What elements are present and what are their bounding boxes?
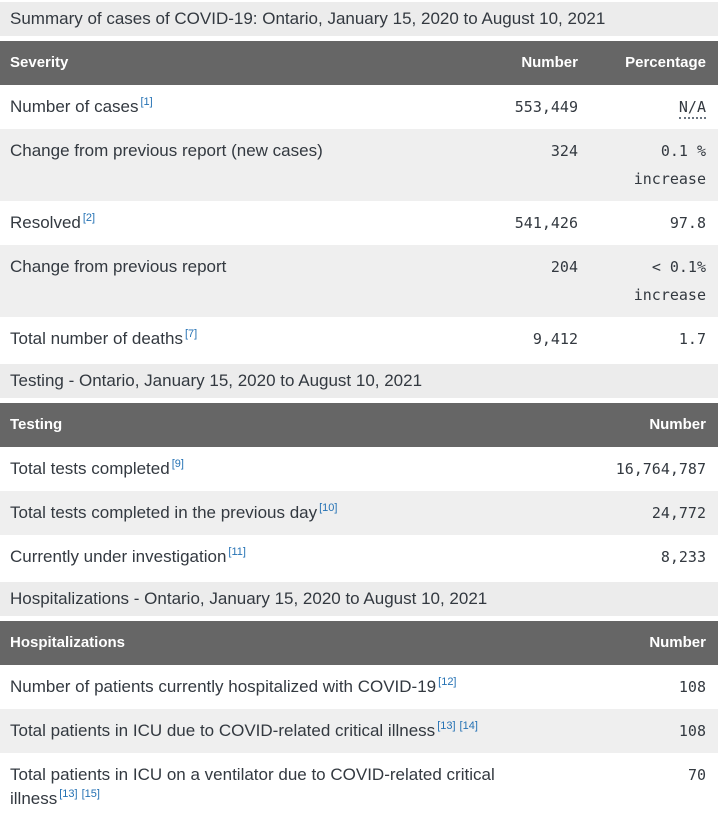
footnote-ref: [9] bbox=[172, 458, 184, 470]
column-header-number: Number bbox=[568, 621, 718, 665]
header-row: Testing Number bbox=[0, 403, 718, 447]
hospitalizations-label-cell: Total patients in ICU on a ventilator du… bbox=[0, 753, 568, 821]
percentage-note: increase bbox=[633, 286, 706, 304]
row-label: Number of cases bbox=[10, 97, 139, 116]
number-cell: 16,764,787 bbox=[615, 460, 706, 478]
table-row: Currently under investigation [11] 8,233 bbox=[0, 535, 718, 579]
severity-label-cell: Resolved [2] bbox=[0, 201, 458, 245]
footnote-ref-link[interactable]: [1] bbox=[140, 96, 153, 109]
table-row: Change from previous report 204 < 0.1% i… bbox=[0, 245, 718, 317]
footnote-ref-link[interactable]: [2] bbox=[82, 212, 96, 225]
column-header-percentage: Percentage bbox=[580, 41, 718, 85]
row-label: Change from previous report (new cases) bbox=[10, 141, 323, 160]
testing-label-cell: Total tests completed [9] bbox=[0, 447, 568, 491]
footnote-ref-link[interactable]: [12] bbox=[438, 676, 457, 689]
row-label: Currently under investigation bbox=[10, 547, 227, 566]
testing-label-cell: Total tests completed in the previous da… bbox=[0, 491, 568, 535]
table-row: Resolved [2] 541,426 97.8 bbox=[0, 201, 718, 245]
severity-label-cell: Change from previous report bbox=[0, 245, 458, 317]
column-header-testing: Testing bbox=[0, 403, 568, 447]
number-cell: 70 bbox=[687, 766, 706, 784]
table-row: Number of cases [1] 553,449 N/A bbox=[0, 85, 718, 129]
footnote-ref-link[interactable]: [7] bbox=[184, 328, 198, 341]
table-row: Total tests completed [9] 16,764,787 bbox=[0, 447, 718, 491]
table-row: Number of patients currently hospitalize… bbox=[0, 665, 718, 709]
column-header-number: Number bbox=[568, 403, 718, 447]
na-abbreviation: N/A bbox=[678, 98, 706, 119]
table-row: Total patients in ICU due to COVID-relat… bbox=[0, 709, 718, 753]
column-header-hospitalizations: Hospitalizations bbox=[0, 621, 568, 665]
footnote-ref: [10] bbox=[319, 502, 337, 514]
number-cell: 204 bbox=[550, 258, 578, 276]
number-cell: 108 bbox=[678, 678, 706, 696]
footnote-ref: [11] bbox=[228, 546, 246, 558]
row-label: Total tests completed in the previous da… bbox=[10, 503, 318, 522]
footnote-ref-link[interactable]: [11] bbox=[228, 546, 246, 559]
footnote-ref: [15] bbox=[82, 788, 100, 800]
percentage-value: 0.1 % bbox=[660, 142, 706, 160]
table-row: Total patients in ICU on a ventilator du… bbox=[0, 753, 718, 821]
row-label: Change from previous report bbox=[10, 257, 227, 276]
table-row: Change from previous report (new cases) … bbox=[0, 129, 718, 201]
footnote-ref-link[interactable]: [13] bbox=[437, 720, 456, 733]
row-label: Total number of deaths bbox=[10, 329, 183, 348]
severity-label-cell: Number of cases [1] bbox=[0, 85, 458, 129]
row-label: Number of patients currently hospitalize… bbox=[10, 677, 437, 696]
summary-severity-table: Severity Number Percentage Number of cas… bbox=[0, 41, 718, 361]
footnote-ref-link[interactable]: [15] bbox=[81, 788, 100, 801]
table-row: Total number of deaths [7] 9,412 1.7 bbox=[0, 317, 718, 361]
column-header-number: Number bbox=[458, 41, 580, 85]
hospitalizations-label-cell: Number of patients currently hospitalize… bbox=[0, 665, 568, 709]
number-cell: 541,426 bbox=[514, 214, 578, 232]
number-cell: 9,412 bbox=[532, 330, 578, 348]
row-label: Total tests completed bbox=[10, 459, 170, 478]
percentage-cell: N/A bbox=[580, 85, 718, 129]
header-row: Severity Number Percentage bbox=[0, 41, 718, 85]
number-cell: 8,233 bbox=[660, 548, 706, 566]
percentage-cell: 1.7 bbox=[678, 330, 706, 348]
number-cell: 324 bbox=[550, 142, 578, 160]
percentage-cell: < 0.1% increase bbox=[580, 245, 718, 317]
row-label: Total patients in ICU due to COVID-relat… bbox=[10, 721, 436, 740]
footnote-ref: [2] bbox=[83, 212, 95, 224]
severity-label-cell: Total number of deaths [7] bbox=[0, 317, 458, 361]
hospitalizations-label-cell: Total patients in ICU due to COVID-relat… bbox=[0, 709, 568, 753]
number-cell: 553,449 bbox=[514, 98, 578, 116]
footnote-ref-link[interactable]: [14] bbox=[459, 720, 478, 733]
footnote-ref: [12] bbox=[438, 676, 456, 688]
percentage-cell: 97.8 bbox=[669, 214, 706, 232]
number-cell: 24,772 bbox=[651, 504, 706, 522]
row-label: Resolved bbox=[10, 213, 81, 232]
footnote-ref-link[interactable]: [9] bbox=[171, 458, 184, 471]
number-cell: 108 bbox=[678, 722, 706, 740]
summary-table-caption: Summary of cases of COVID-19: Ontario, J… bbox=[0, 2, 718, 36]
testing-table-caption: Testing - Ontario, January 15, 2020 to A… bbox=[0, 364, 718, 398]
footnote-ref: [13] bbox=[437, 720, 455, 732]
footnote-ref: [1] bbox=[141, 96, 153, 108]
hospitalizations-table-caption: Hospitalizations - Ontario, January 15, … bbox=[0, 582, 718, 616]
column-header-severity: Severity bbox=[0, 41, 458, 85]
footnote-ref-link[interactable]: [10] bbox=[319, 502, 338, 515]
footnote-ref: [13] bbox=[59, 788, 77, 800]
percentage-note: increase bbox=[633, 170, 706, 188]
footnote-ref: [7] bbox=[185, 328, 197, 340]
footnote-ref: [14] bbox=[460, 720, 478, 732]
percentage-cell: 0.1 % increase bbox=[580, 129, 718, 201]
severity-label-cell: Change from previous report (new cases) bbox=[0, 129, 458, 201]
row-label: Total patients in ICU on a ventilator du… bbox=[10, 765, 495, 808]
header-row: Hospitalizations Number bbox=[0, 621, 718, 665]
testing-label-cell: Currently under investigation [11] bbox=[0, 535, 568, 579]
table-row: Total tests completed in the previous da… bbox=[0, 491, 718, 535]
hospitalizations-table: Hospitalizations Number Number of patien… bbox=[0, 621, 718, 821]
testing-table: Testing Number Total tests completed [9] … bbox=[0, 403, 718, 579]
percentage-value: < 0.1% bbox=[651, 258, 706, 276]
footnote-ref-link[interactable]: [13] bbox=[59, 788, 78, 801]
